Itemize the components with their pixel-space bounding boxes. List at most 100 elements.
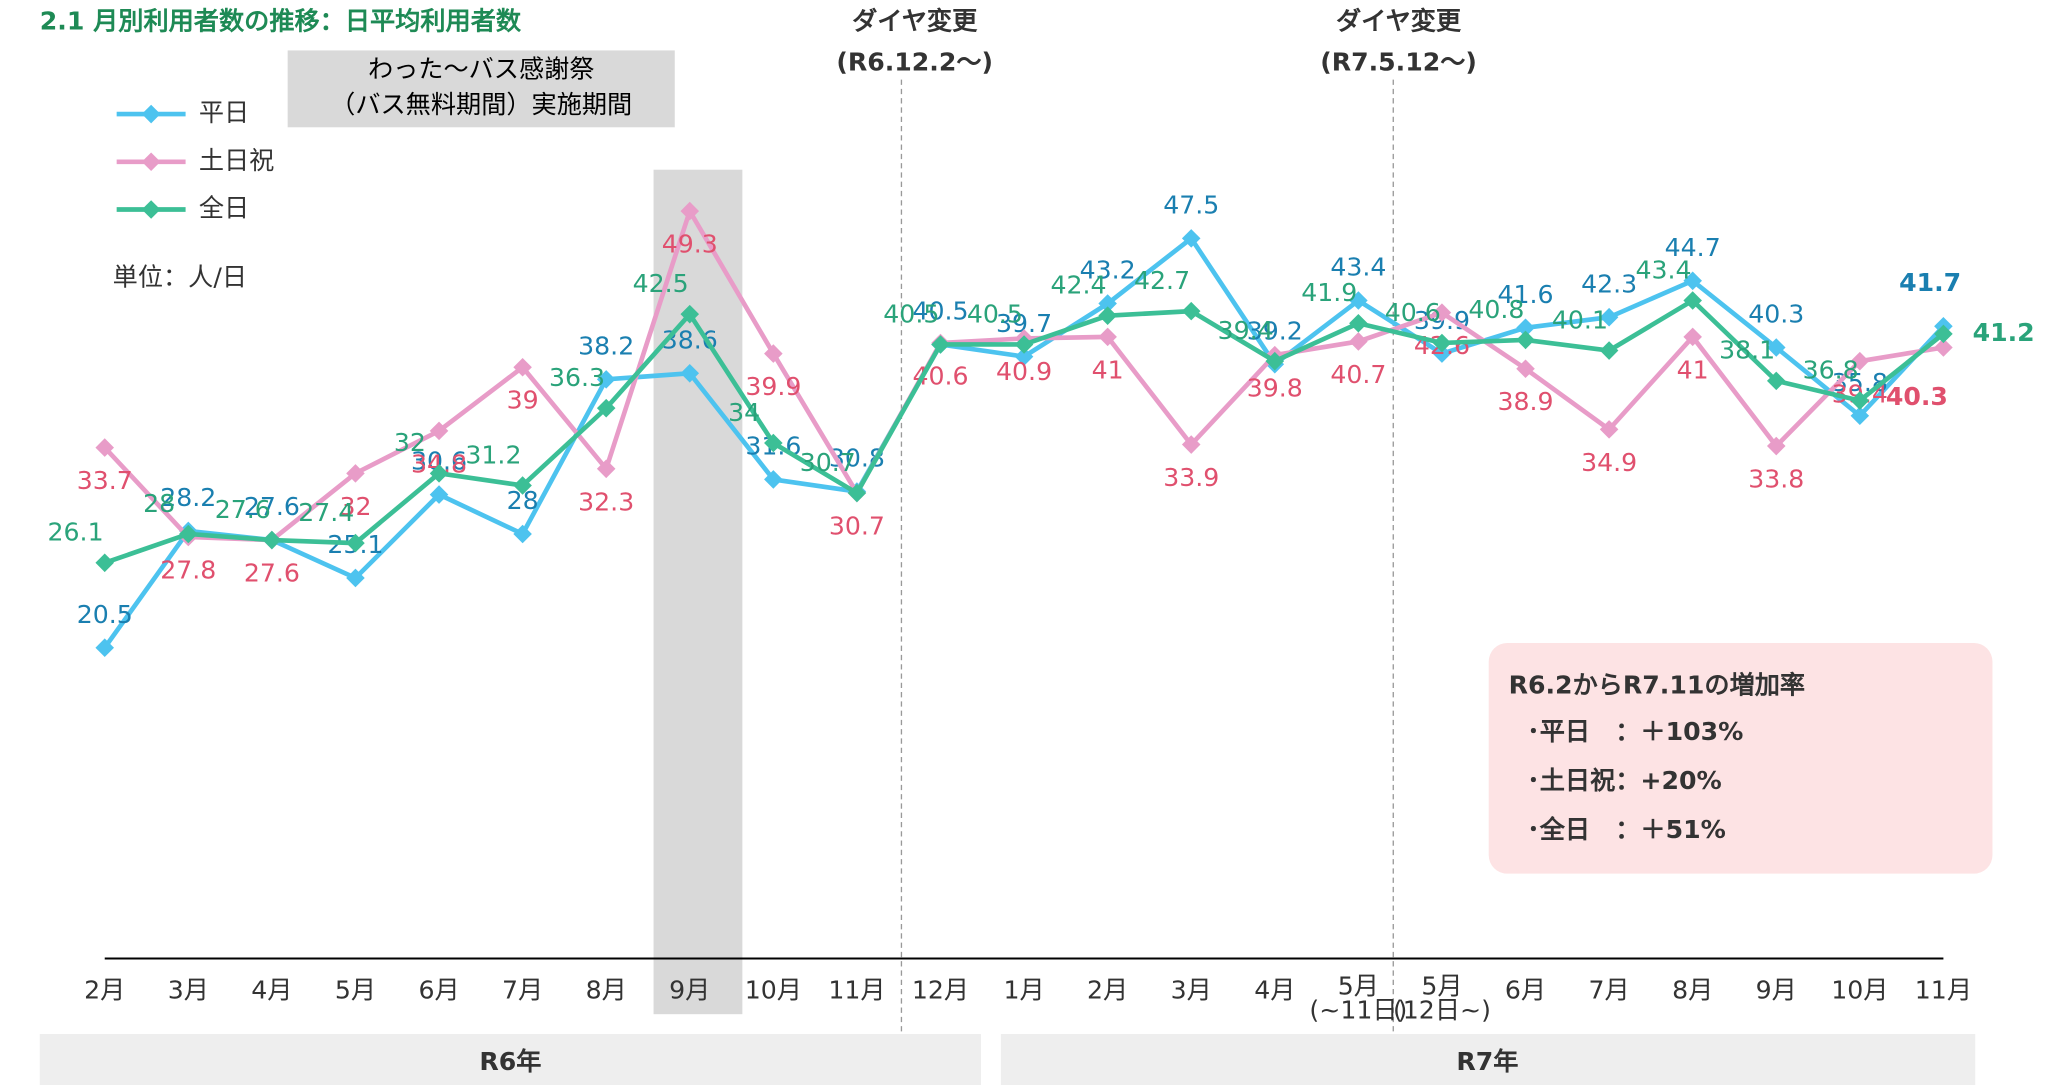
- data-label: 27.6: [215, 495, 271, 524]
- year-label: R7年: [1456, 1047, 1518, 1076]
- data-label: 41: [1092, 355, 1124, 384]
- point-marker: [764, 470, 783, 489]
- data-label: 47.5: [1163, 191, 1219, 220]
- data-label: 39.2: [1247, 316, 1303, 345]
- data-label: 27.6: [244, 559, 300, 588]
- point-marker: [847, 483, 867, 503]
- data-label: 36.3: [549, 363, 605, 392]
- x-tick-label: 9月: [1756, 976, 1797, 1005]
- data-label: 41: [1677, 355, 1709, 384]
- point-marker: [1432, 333, 1452, 353]
- data-label: 43.4: [1330, 253, 1386, 282]
- data-label: 39: [507, 386, 539, 415]
- x-tick-label: 1月: [1003, 976, 1044, 1005]
- data-label: 49.3: [662, 230, 718, 259]
- point-marker: [1766, 436, 1786, 456]
- x-tick-label: 2月: [84, 976, 125, 1005]
- data-label: 41.2: [1973, 318, 2035, 347]
- chart-title: 2.1 月別利用者数の推移：日平均利用者数: [40, 7, 522, 36]
- data-label: 33.7: [77, 466, 133, 495]
- point-marker: [1850, 391, 1870, 410]
- point-marker: [95, 638, 115, 657]
- annotation: ダイヤ変更: [852, 7, 978, 36]
- x-tick-label: 8月: [1672, 976, 1713, 1005]
- data-label: 28: [143, 489, 175, 518]
- x-tick-label: 6月: [418, 976, 459, 1005]
- data-label: 26.1: [48, 518, 104, 547]
- point-marker: [513, 357, 532, 377]
- point-marker: [1349, 332, 1368, 351]
- year-band: [39, 1034, 981, 1085]
- point-marker: [346, 464, 365, 483]
- point-marker: [1098, 294, 1117, 313]
- data-label: 41.7: [1899, 268, 1961, 297]
- annotation: ダイヤ変更: [1336, 7, 1462, 36]
- point-marker: [680, 201, 700, 221]
- point-marker: [513, 524, 532, 544]
- data-label: 38.2: [578, 332, 634, 361]
- point-marker: [1683, 291, 1702, 310]
- data-label: 38.6: [662, 325, 718, 354]
- x-tick-label: 2月: [1087, 976, 1128, 1005]
- x-tick-label: 6月: [1505, 976, 1546, 1005]
- summary-text: ･土日祝：+20%: [1527, 766, 1722, 795]
- data-label: 43.2: [1080, 256, 1136, 285]
- data-label: 39.8: [1247, 374, 1303, 403]
- legend-label: 平日: [199, 98, 249, 127]
- point-marker: [1599, 307, 1619, 327]
- data-label: 40.1: [1552, 305, 1608, 334]
- legend-marker: [141, 152, 161, 172]
- data-label: 40.3: [1748, 300, 1804, 329]
- x-tick-label: 7月: [1589, 976, 1630, 1005]
- data-label: 44.7: [1665, 233, 1721, 262]
- data-label: 40.3: [1886, 382, 1948, 411]
- data-label: 43.4: [1635, 255, 1691, 284]
- point-marker: [1349, 313, 1368, 333]
- data-label: 42.4: [1050, 271, 1106, 300]
- x-tick-label: 5月: [335, 976, 376, 1005]
- data-label: 42.3: [1581, 269, 1637, 298]
- point-marker: [1432, 344, 1452, 363]
- legend-marker: [141, 200, 161, 219]
- data-label: 42.5: [633, 269, 689, 298]
- x-tick-label: 3月: [168, 976, 209, 1005]
- x-tick-label: 4月: [1254, 976, 1295, 1005]
- point-marker: [1516, 318, 1535, 338]
- year-label: R6年: [479, 1047, 541, 1076]
- data-label: 28.2: [160, 483, 216, 512]
- data-label: 38.9: [1498, 387, 1554, 416]
- point-marker: [346, 533, 365, 553]
- data-label: 20.5: [77, 600, 133, 629]
- point-marker: [1934, 338, 1953, 357]
- x-tick-label: 5月(~11日): [1309, 972, 1407, 1025]
- data-label: 41.6: [1498, 280, 1554, 309]
- data-label: 36.8: [1803, 355, 1859, 384]
- data-label: 32.3: [578, 487, 634, 516]
- x-tick-label: 10月: [745, 976, 802, 1005]
- data-label: 39.9: [745, 372, 801, 401]
- data-label: 33.8: [1748, 465, 1804, 494]
- point-marker: [95, 553, 115, 573]
- data-label: 32: [394, 428, 426, 457]
- point-marker: [1683, 327, 1702, 347]
- data-label: 39.4: [1218, 316, 1274, 345]
- data-label: 32: [339, 492, 371, 521]
- point-marker: [680, 364, 700, 383]
- point-marker: [1683, 271, 1702, 291]
- point-marker: [764, 433, 783, 453]
- summary-box: [1488, 642, 1993, 874]
- x-tick-label: 10月: [1831, 976, 1888, 1005]
- point-marker: [1766, 371, 1786, 391]
- x-tick-label: 3月: [1171, 976, 1212, 1005]
- data-label: 42.7: [1134, 266, 1190, 295]
- year-band: [1000, 1034, 1976, 1085]
- x-tick-label: 4月: [251, 976, 292, 1005]
- point-marker: [1432, 303, 1452, 322]
- unit-note: 単位：人/日: [113, 262, 247, 291]
- point-marker: [346, 568, 365, 588]
- legend-label: 土日祝: [199, 146, 275, 175]
- annotation: （バス無料期間）実施期間: [330, 90, 632, 119]
- annotation: (R6.12.2～): [836, 48, 993, 77]
